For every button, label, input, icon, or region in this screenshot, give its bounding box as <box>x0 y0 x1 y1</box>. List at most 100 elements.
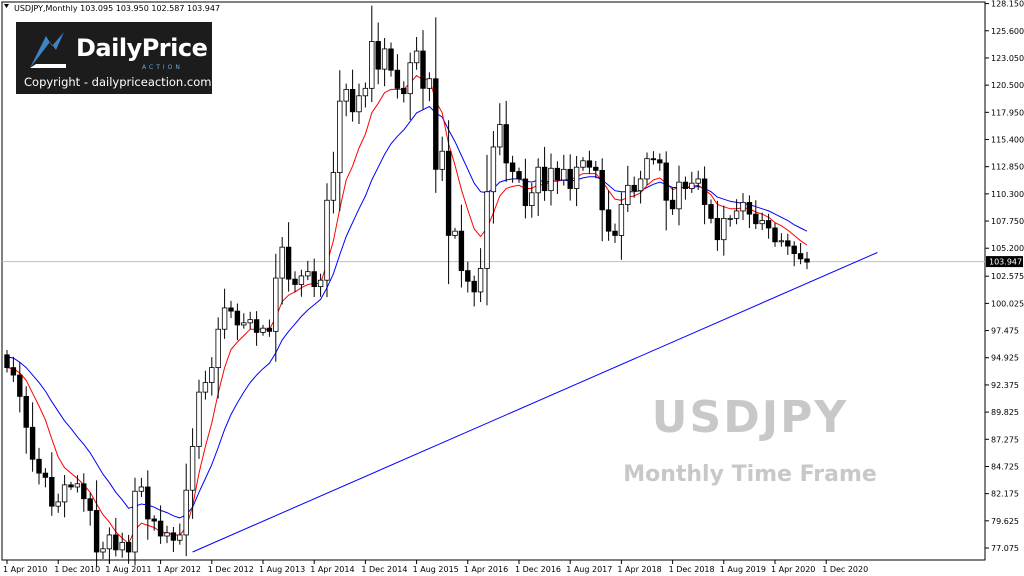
candle-body <box>61 484 68 503</box>
candle-body <box>586 160 593 168</box>
watermark-symbol: USDJPY <box>652 392 848 443</box>
candle-body <box>305 271 311 277</box>
plot-frame <box>1 1 986 561</box>
candle-body <box>228 307 234 312</box>
y-tick-label: 84.725 <box>991 462 1019 471</box>
current-price-tag <box>986 256 1023 268</box>
current-price-label: 103.947 <box>989 258 1022 267</box>
candle-body <box>529 192 535 206</box>
y-tick-label: 89.825 <box>991 408 1019 417</box>
y-tick-label: 125.600 <box>991 27 1024 36</box>
candle-body <box>4 354 10 369</box>
candle-body <box>631 184 637 192</box>
x-tick-label: 1 Dec 2014 <box>361 565 407 574</box>
x-tick-label: 1 Apr 2014 <box>310 565 354 574</box>
candle-body <box>637 178 644 192</box>
candle-body <box>119 542 125 551</box>
y-tick-label: 97.475 <box>991 327 1019 336</box>
candle-body <box>625 184 631 205</box>
candle-body <box>791 245 797 254</box>
y-tick-label: 77.075 <box>991 544 1019 553</box>
candle-body <box>369 41 375 89</box>
candle-body <box>260 327 266 333</box>
candle-body <box>145 486 151 520</box>
candle-body <box>93 510 100 553</box>
candle-body <box>215 328 221 369</box>
candle-body <box>689 182 695 189</box>
candle-body <box>682 181 689 189</box>
candle-body <box>330 172 337 201</box>
candle-body <box>490 146 497 193</box>
candle-body <box>612 230 618 236</box>
candle-body <box>349 89 356 113</box>
candle-body <box>151 518 157 522</box>
candle-body <box>465 270 471 282</box>
candle-body <box>708 204 714 219</box>
y-tick-label: 92.375 <box>991 381 1019 390</box>
candle-body <box>599 170 605 211</box>
arrow-logo-icon <box>30 32 66 68</box>
candle-body <box>138 486 145 492</box>
candle-body <box>477 268 484 293</box>
candle-body <box>42 472 49 478</box>
candle-body <box>573 166 580 189</box>
candle-body <box>420 50 426 89</box>
candle-body <box>426 78 433 89</box>
candle-body <box>100 548 106 553</box>
dropdown-arrow-icon[interactable] <box>4 4 9 8</box>
y-tick-label: 107.750 <box>991 217 1024 226</box>
y-tick-label: 102.575 <box>991 272 1024 281</box>
candle-body <box>663 162 669 201</box>
candle-body <box>177 534 183 541</box>
candle-body <box>36 458 42 474</box>
x-tick-label: 1 Aug 2017 <box>566 565 612 574</box>
candle-body <box>535 166 541 194</box>
candle-body <box>439 150 445 170</box>
candle-body <box>132 490 138 553</box>
candle-body <box>362 87 369 97</box>
candle-body <box>234 310 241 326</box>
y-tick-label: 128.150 <box>991 0 1024 9</box>
brand-action: ACTION <box>142 64 183 71</box>
candle-body <box>580 160 586 168</box>
candle-body <box>452 230 458 236</box>
candle-body <box>81 483 87 500</box>
chart-header: USDJPY,Monthly 103.095 103.950 102.587 1… <box>14 4 220 13</box>
candle-body <box>298 275 305 285</box>
x-tick-label: 1 Dec 2010 <box>54 565 100 574</box>
candle-body <box>413 50 420 64</box>
candle-body <box>701 178 708 205</box>
candle-body <box>471 280 477 293</box>
y-tick-label: 87.275 <box>991 435 1019 444</box>
ema-fast-line <box>6 74 808 545</box>
ema-slow-line <box>6 105 808 519</box>
candle-body <box>458 230 465 272</box>
y-tick-label: 123.050 <box>991 54 1024 63</box>
x-tick-label: 1 Dec 2020 <box>822 565 868 574</box>
candle-body <box>356 95 362 113</box>
x-tick-label: 1 Aug 2011 <box>105 565 151 574</box>
candle-body <box>55 501 61 507</box>
candle-body <box>561 168 567 181</box>
candle-body <box>23 395 29 428</box>
candle-body <box>772 227 778 243</box>
candle-body <box>541 166 548 192</box>
candle-body <box>618 204 625 236</box>
candle-body <box>247 319 253 324</box>
candle-body <box>727 217 733 220</box>
candle-body <box>657 159 663 164</box>
x-tick-label: 1 Apr 2012 <box>157 565 201 574</box>
candle-body <box>567 168 573 189</box>
candle-body <box>740 201 746 212</box>
candle-body <box>669 199 676 210</box>
candle-body <box>285 246 292 280</box>
candle-body <box>279 246 285 279</box>
candle-body <box>401 87 407 95</box>
support-trendline[interactable] <box>192 252 878 553</box>
candle-body <box>503 124 509 164</box>
candle-body <box>497 124 503 148</box>
y-tick-label: 117.950 <box>991 108 1024 117</box>
candle-body <box>164 532 170 537</box>
